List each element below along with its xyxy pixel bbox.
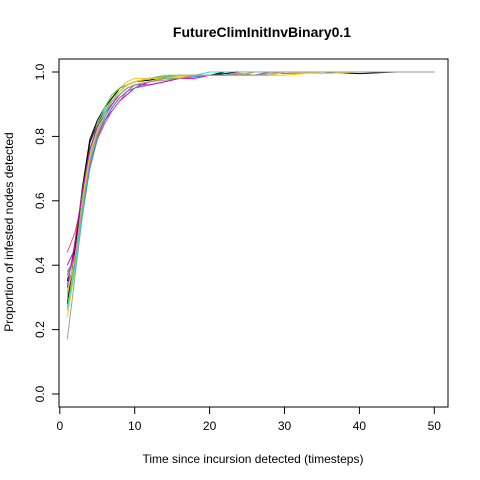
y-axis: 0.0 0.2 0.4 0.6 0.8 1.0	[33, 63, 60, 402]
x-axis: 0 10 20 30 40 50	[56, 406, 442, 433]
series-line-10	[66, 71, 435, 276]
series-line-5	[66, 71, 435, 292]
x-tick-label: 30	[278, 419, 292, 433]
series-line-16	[66, 71, 435, 279]
x-tick-label: 0	[56, 419, 63, 433]
y-tick-label: 0.4	[33, 257, 47, 274]
series-layer	[66, 71, 435, 340]
series-line-15	[66, 71, 435, 295]
series-line-9	[66, 71, 435, 304]
y-tick-label: 0.8	[33, 128, 47, 145]
series-line-7	[66, 71, 435, 317]
series-line-8	[66, 71, 435, 340]
series-line-3	[66, 71, 435, 298]
chart-title: FutureClimInitInvBinary0.1	[173, 24, 351, 40]
y-tick-label: 1.0	[33, 63, 47, 80]
plot-frame	[58, 58, 449, 408]
series-line-12	[66, 71, 435, 285]
y-tick-label: 0.2	[33, 321, 47, 338]
series-line-13	[66, 71, 435, 311]
x-tick-label: 20	[203, 419, 217, 433]
y-tick-label: 0.6	[33, 192, 47, 209]
x-tick-label: 10	[128, 419, 142, 433]
series-line-14	[66, 71, 435, 288]
x-axis-label: Time since incursion detected (timesteps…	[143, 452, 364, 466]
x-tick-label: 40	[353, 419, 367, 433]
series-line-1	[66, 71, 435, 282]
x-tick-label: 50	[428, 419, 442, 433]
series-line-4	[66, 71, 435, 272]
y-axis-label: Proportion of infested nodes detected	[2, 132, 16, 331]
series-line-6	[66, 71, 435, 266]
y-tick-label: 0.0	[33, 385, 47, 402]
series-line-11	[66, 71, 435, 308]
